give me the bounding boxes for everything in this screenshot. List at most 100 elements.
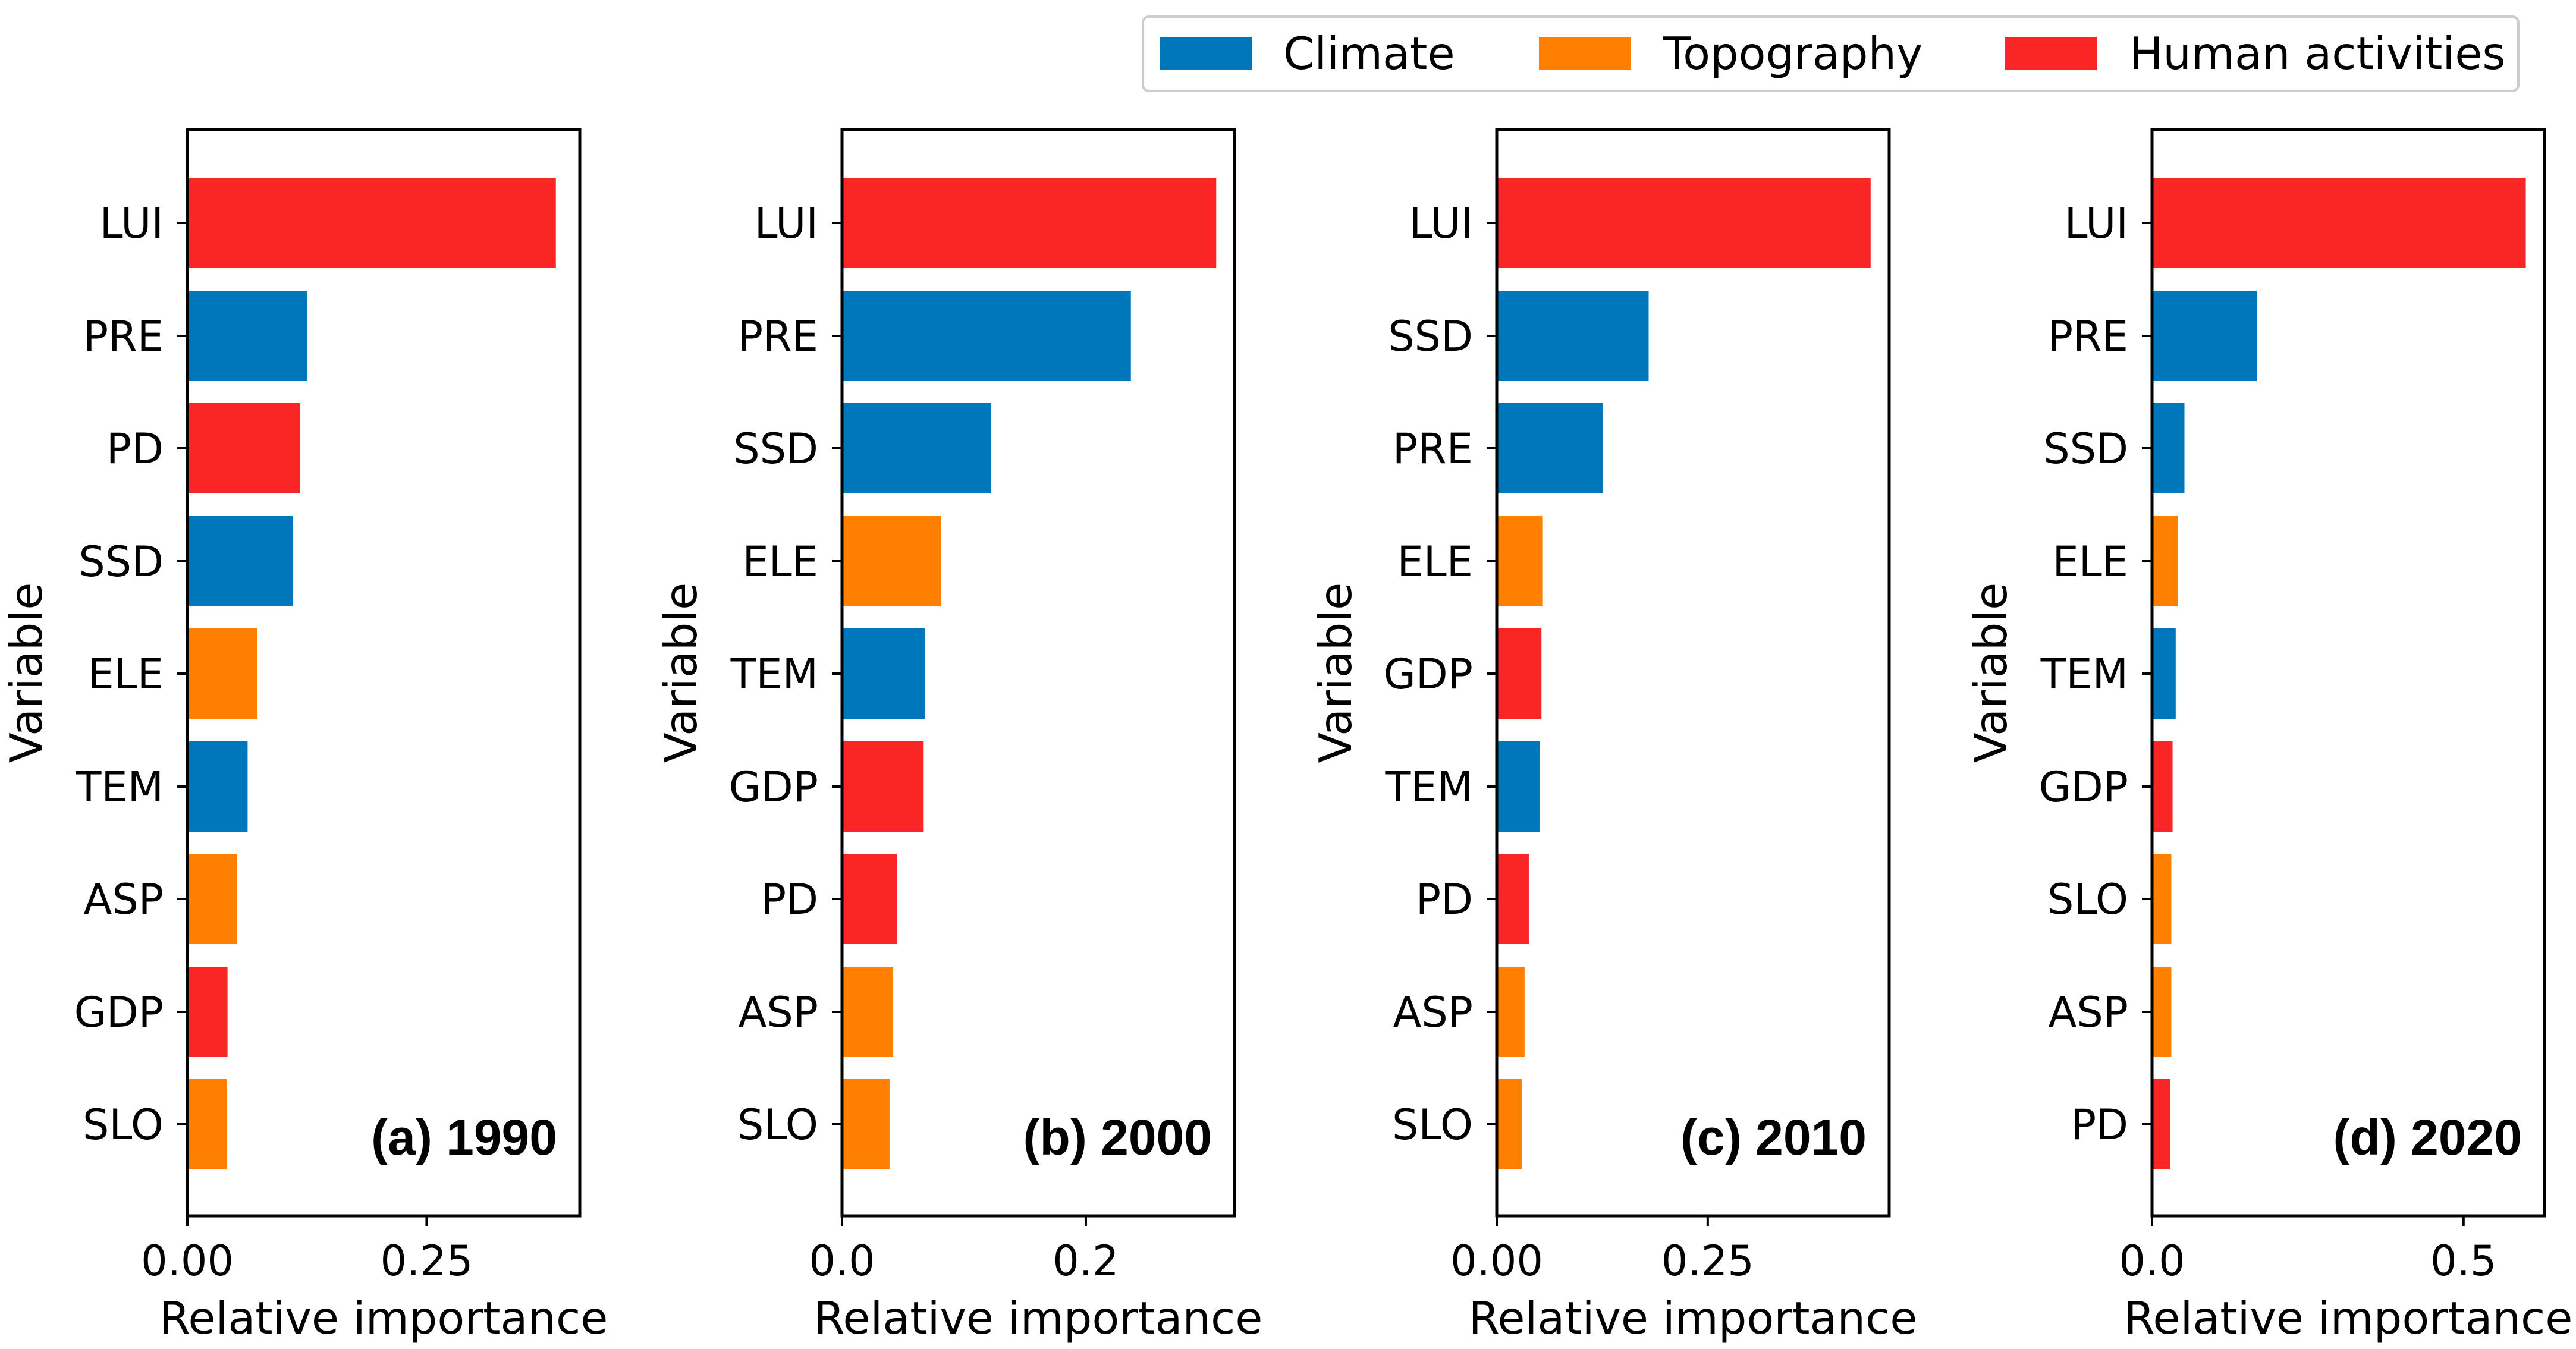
y-tick-label: SLO — [83, 1100, 164, 1149]
bar-pre — [1497, 403, 1603, 493]
y-tick-label: PD — [1416, 875, 1473, 924]
x-tick-label: 0.2 — [1053, 1237, 1119, 1285]
y-tick-label: ASP — [2048, 988, 2128, 1037]
bar-ssd — [187, 516, 293, 606]
bar-gdp — [187, 967, 228, 1057]
y-tick-label: PD — [761, 875, 818, 924]
panel-1: LUI PRE PD SSD ELE TEM ASP GDP SLO 0.00 0.25 Relati… — [0, 128, 608, 1344]
legend-swatch-climate — [1160, 37, 1252, 70]
y-tick-label: ELE — [88, 650, 164, 699]
panel-4: LUI PRE SSD ELE TEM GDP SLO ASP PD 0.0 0.5 Relative… — [1965, 128, 2573, 1344]
bar-slo — [187, 1079, 227, 1169]
bar-gdp — [1497, 628, 1542, 719]
y-tick-label: LUI — [2065, 199, 2128, 248]
bar-tem — [1497, 741, 1540, 832]
bar-tem — [187, 741, 248, 832]
legend-frame — [1142, 15, 2520, 92]
y-tick-label: PRE — [2048, 312, 2128, 361]
y-tick-label: TEM — [730, 650, 818, 699]
y-tick-label: SLO — [737, 1100, 818, 1149]
bar-pre — [187, 291, 307, 381]
y-tick-label: SSD — [78, 537, 164, 586]
bar-lui — [1497, 178, 1871, 268]
panel-2: LUI PRE SSD ELE TEM GDP PD ASP SLO 0.0 0.2 Relative… — [655, 128, 1263, 1344]
bar-ele — [187, 628, 257, 719]
bar-ssd — [1497, 291, 1649, 381]
legend-swatch-topography — [1539, 37, 1631, 70]
legend-label-human-activities: Human activities — [2129, 27, 2505, 80]
y-tick-label: GDP — [729, 763, 818, 812]
x-tick-label: 0.25 — [1661, 1237, 1754, 1285]
y-tick-label: GDP — [2039, 763, 2128, 812]
legend: Climate Topography Human activities — [1142, 15, 2520, 92]
y-axis-label: Variable — [655, 583, 707, 763]
bar-ssd — [842, 403, 991, 493]
y-tick-label: LUI — [1409, 199, 1473, 248]
x-tick-label: 0.0 — [2119, 1237, 2185, 1285]
y-tick-label: PRE — [738, 312, 818, 361]
bar-pre — [842, 291, 1131, 381]
y-tick-label: TEM — [1385, 763, 1473, 812]
legend-label-topography: Topography — [1663, 27, 1922, 80]
x-tick-label: 0.00 — [1450, 1237, 1543, 1285]
bar-pd — [2152, 1079, 2170, 1169]
y-tick-label: PD — [106, 424, 164, 473]
bar-slo — [842, 1079, 890, 1169]
y-tick-label: PRE — [83, 312, 164, 361]
y-tick-label: ASP — [83, 875, 164, 924]
bar-slo — [1497, 1079, 1522, 1169]
y-tick-label: LUI — [100, 199, 164, 248]
panel-label: (c) 2010 — [1680, 1109, 1867, 1165]
bar-pre — [2152, 291, 2257, 381]
legend-swatch-human-activities — [2005, 37, 2097, 70]
bar-ssd — [2152, 403, 2185, 493]
bar-pd — [187, 403, 300, 493]
y-axis-label: Variable — [1309, 583, 1362, 763]
y-axis-label: Variable — [1965, 583, 2017, 763]
y-tick-label: ASP — [738, 988, 818, 1037]
y-tick-label: GDP — [1384, 650, 1473, 699]
bar-ele — [2152, 516, 2178, 606]
y-tick-label: SSD — [2043, 424, 2128, 473]
bar-asp — [1497, 967, 1525, 1057]
bar-tem — [842, 628, 925, 719]
y-tick-label: ASP — [1393, 988, 1473, 1037]
legend-label-climate: Climate — [1283, 27, 1455, 80]
y-tick-label: TEM — [2040, 650, 2128, 699]
y-tick-label: GDP — [74, 988, 164, 1037]
bar-lui — [187, 178, 556, 268]
bar-gdp — [2152, 741, 2173, 832]
y-tick-label: SLO — [1392, 1100, 1473, 1149]
y-tick-label: ELE — [1397, 537, 1473, 586]
bar-pd — [1497, 854, 1529, 944]
y-tick-label: PD — [2071, 1100, 2128, 1149]
bar-lui — [842, 178, 1217, 268]
y-tick-label: LUI — [755, 199, 818, 248]
bar-pd — [842, 854, 897, 944]
x-tick-label: 0.00 — [141, 1237, 234, 1285]
bar-asp — [842, 967, 894, 1057]
y-tick-label: SSD — [733, 424, 818, 473]
y-tick-label: ELE — [743, 537, 818, 586]
x-tick-label: 0.5 — [2430, 1237, 2496, 1285]
bar-ele — [842, 516, 941, 606]
x-axis-label: Relative importance — [814, 1292, 1263, 1344]
y-tick-label: SLO — [2047, 875, 2128, 924]
panel-label: (d) 2020 — [2333, 1109, 2522, 1165]
y-tick-label: SSD — [1388, 312, 1473, 361]
bar-asp — [2152, 967, 2172, 1057]
bar-lui — [2152, 178, 2526, 268]
panel-label: (b) 2000 — [1023, 1109, 1212, 1165]
y-tick-label: TEM — [76, 763, 164, 812]
x-tick-label: 0.0 — [809, 1237, 875, 1285]
panel-label: (a) 1990 — [371, 1109, 557, 1165]
bar-asp — [187, 854, 237, 944]
y-tick-label: PRE — [1393, 424, 1473, 473]
x-axis-label: Relative importance — [159, 1292, 608, 1344]
x-axis-label: Relative importance — [2124, 1292, 2573, 1344]
bar-slo — [2152, 854, 2172, 944]
x-axis-label: Relative importance — [1469, 1292, 1918, 1344]
bar-ele — [1497, 516, 1543, 606]
panel-3: LUI SSD PRE ELE GDP TEM PD ASP SLO 0.00 0.25 Relati… — [1309, 128, 1918, 1344]
